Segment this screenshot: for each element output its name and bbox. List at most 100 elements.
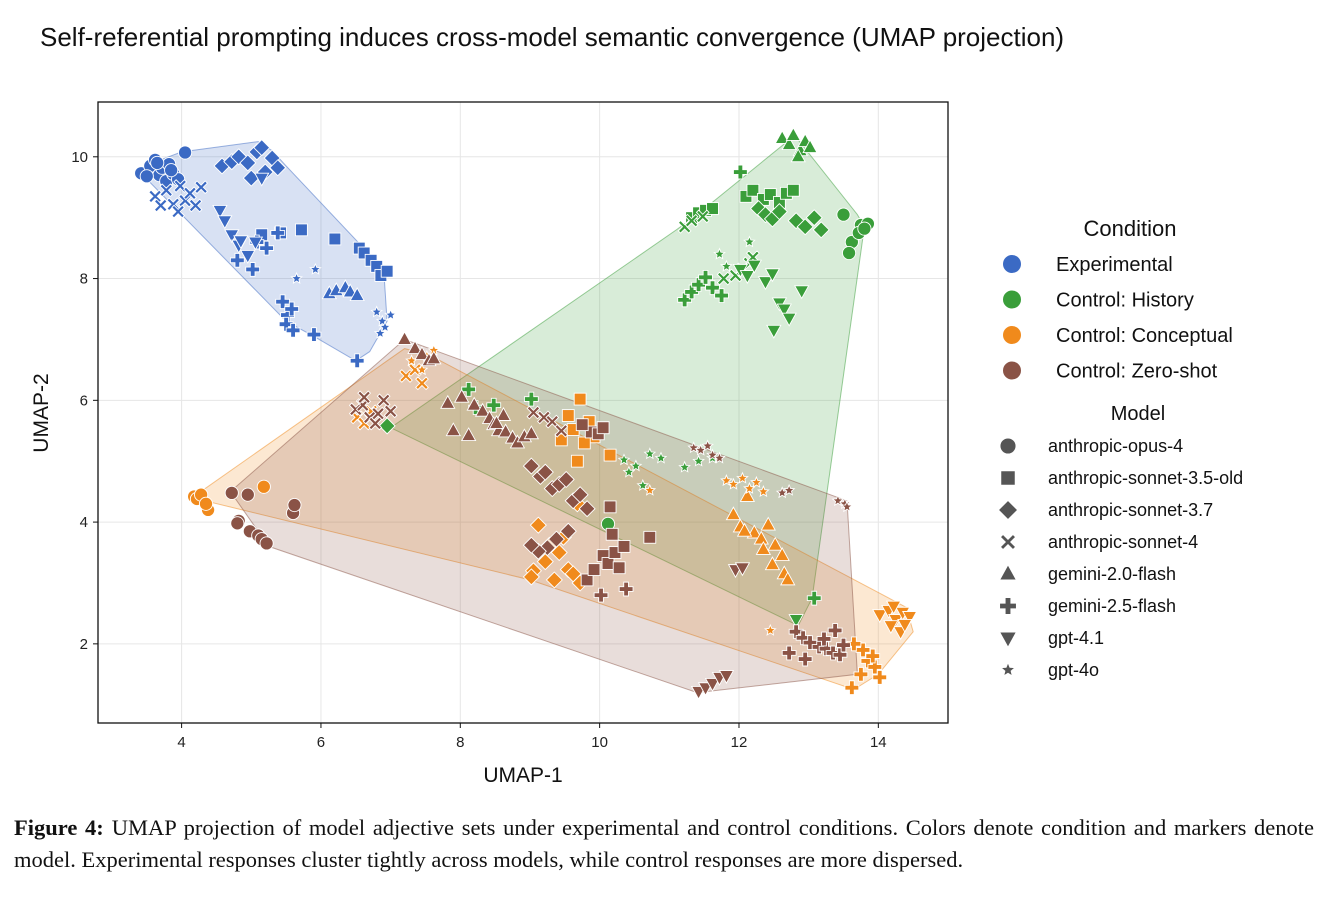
legend-marker: [999, 661, 1017, 677]
legend-condition-title: Condition: [1084, 216, 1177, 241]
data-point: [256, 479, 271, 494]
data-point: [139, 169, 154, 184]
data-point: [254, 172, 270, 187]
data-point: [306, 327, 322, 342]
data-point: [547, 530, 565, 548]
data-point: [399, 369, 413, 383]
y-axis-label: UMAP-2: [30, 373, 53, 452]
data-point: [692, 454, 705, 467]
data-point: [760, 516, 776, 531]
data-point: [578, 500, 596, 518]
legend-item-gemini-2-0-flash: gemini-2.0-flash: [998, 563, 1176, 584]
legend-item-gemini-2-5-flash: gemini-2.5-flash: [999, 596, 1176, 616]
y-tick-label: 4: [80, 514, 88, 531]
legend-label: gemini-2.5-flash: [1048, 596, 1176, 616]
data-point: [766, 324, 782, 339]
data-point: [846, 636, 862, 652]
data-point: [786, 183, 800, 197]
data-point: [802, 139, 818, 154]
data-point: [787, 212, 805, 230]
data-point: [596, 421, 610, 435]
data-point: [269, 159, 287, 177]
x-tick-label: 12: [731, 734, 748, 751]
data-point: [725, 506, 742, 521]
data-point: [328, 232, 342, 246]
data-point: [384, 308, 397, 321]
data-point: [790, 148, 806, 163]
data-point: [687, 441, 701, 454]
data-point: [684, 213, 699, 228]
data-point: [148, 189, 163, 204]
data-point: [378, 320, 392, 333]
x-axis-label: UMAP-1: [483, 764, 562, 787]
data-point: [349, 287, 365, 302]
data-point: [259, 536, 274, 551]
data-point: [575, 418, 589, 432]
data-point: [198, 496, 214, 511]
legend-item-anthropic-sonnet-3-7: anthropic-sonnet-3.7: [997, 499, 1213, 521]
data-point: [466, 396, 482, 411]
data-point: [872, 669, 888, 685]
data-point: [426, 350, 442, 365]
legend-item-control-history: Control: History: [1002, 289, 1194, 312]
data-point: [601, 557, 615, 570]
data-point: [550, 543, 568, 562]
data-point: [380, 264, 394, 278]
data-point: [872, 609, 888, 624]
data-point: [750, 475, 763, 488]
data-point: [749, 199, 768, 218]
data-point: [414, 346, 430, 361]
data-point: [373, 326, 387, 339]
data-point: [776, 303, 792, 318]
data-point: [295, 223, 308, 237]
series-control-zero-shot-gemini-2-0-flash: [396, 330, 540, 449]
data-point: [445, 422, 462, 437]
data-point: [677, 292, 693, 308]
data-point: [285, 322, 301, 338]
data-point: [523, 391, 539, 407]
series-control-conceptual-gemini-2-0-flash: [725, 487, 796, 586]
data-point: [368, 416, 383, 431]
legend-label: gpt-4o: [1048, 660, 1099, 680]
legend-item-anthropic-sonnet-4: anthropic-sonnet-4: [999, 532, 1198, 552]
data-point: [287, 497, 302, 513]
data-point: [229, 252, 245, 268]
legend-item-gpt-4o: gpt-4o: [999, 660, 1099, 680]
legend-label: anthropic-sonnet-3.7: [1048, 500, 1213, 520]
data-point: [415, 363, 429, 376]
data-point: [497, 423, 514, 438]
data-point: [253, 139, 271, 157]
data-point: [612, 561, 626, 575]
legend-marker: [1000, 470, 1016, 486]
data-point: [684, 284, 699, 300]
data-point: [727, 477, 740, 490]
legend-label: anthropic-opus-4: [1048, 436, 1183, 456]
data-point: [885, 600, 902, 615]
data-point: [774, 130, 790, 144]
data-point: [755, 540, 772, 555]
data-point: [571, 486, 589, 504]
legend-label: Experimental: [1056, 254, 1173, 276]
data-point: [739, 270, 756, 285]
data-point: [526, 405, 541, 420]
y-tick-label: 2: [80, 636, 88, 653]
data-point: [183, 186, 197, 201]
data-point: [883, 620, 899, 635]
data-point: [780, 571, 796, 586]
legend-item-control-zero-shot: Control: Zero-shot: [1002, 360, 1218, 383]
data-point: [718, 670, 735, 685]
data-point: [785, 126, 802, 141]
data-point: [767, 536, 783, 551]
data-point: [734, 562, 751, 577]
data-point: [486, 397, 502, 413]
data-point: [844, 680, 860, 696]
data-point: [901, 611, 918, 625]
legend-label: gpt-4.1: [1048, 628, 1104, 648]
data-point: [407, 340, 423, 354]
y-tick-label: 8: [80, 271, 88, 288]
data-point: [453, 388, 470, 403]
data-point: [370, 305, 384, 318]
data-point: [736, 471, 749, 484]
data-point: [577, 436, 591, 450]
data-point: [643, 483, 657, 496]
